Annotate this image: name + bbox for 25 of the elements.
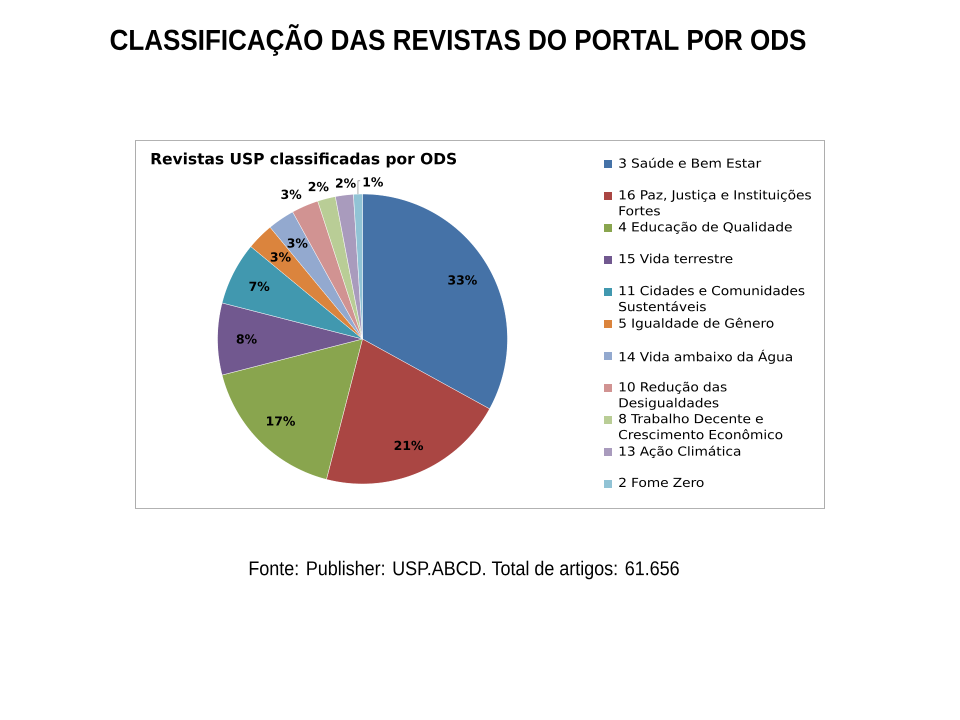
legend-label: 2 Fome Zero xyxy=(619,478,704,488)
legend-label: 14 Vida ambaixo da Água xyxy=(620,350,792,364)
data-label: 17% xyxy=(266,416,295,426)
chart-title: CLASSIFICAÇÃO DAS REVISTAS DO PORTAL POR ODS xyxy=(110,24,806,56)
data-label: 1% xyxy=(364,177,383,187)
data-label: 8% xyxy=(236,334,257,344)
data-label: 21% xyxy=(394,440,424,450)
legend-label: 5 Igualdade de Gênero xyxy=(619,318,774,330)
legend-label: 16 Paz, Justiça e Instituições Fortes xyxy=(620,190,811,216)
legend-label: 3 Saúde e Bem Estar xyxy=(619,158,762,168)
legend-label: 13 Ação Climática xyxy=(620,446,740,458)
data-label: 2% xyxy=(308,182,329,192)
source-note: Fonte: Publisher: USP.ABCD. Total de artigos: 61.656 xyxy=(250,560,679,580)
data-label: 3% xyxy=(270,252,291,262)
legend-label: 4 Educação de Qualidade xyxy=(618,222,792,234)
legend-label: 11 Cidades e Comunidades Sustentáveis xyxy=(619,286,804,312)
data-label: 2% xyxy=(336,178,356,188)
data-label: 33% xyxy=(448,275,477,285)
data-label: 3% xyxy=(288,238,308,248)
data-label: 7% xyxy=(249,282,270,292)
text: Revistas USP classificadas por ODS xyxy=(152,152,456,168)
legend-label: 15 Vida terrestre xyxy=(620,254,732,264)
legend-label: 10 Redução das Desigualdades xyxy=(620,382,727,410)
legend-label: 8 Trabalho Decente e Crescimento Econômico xyxy=(618,414,782,440)
data-label: 3% xyxy=(281,190,302,200)
